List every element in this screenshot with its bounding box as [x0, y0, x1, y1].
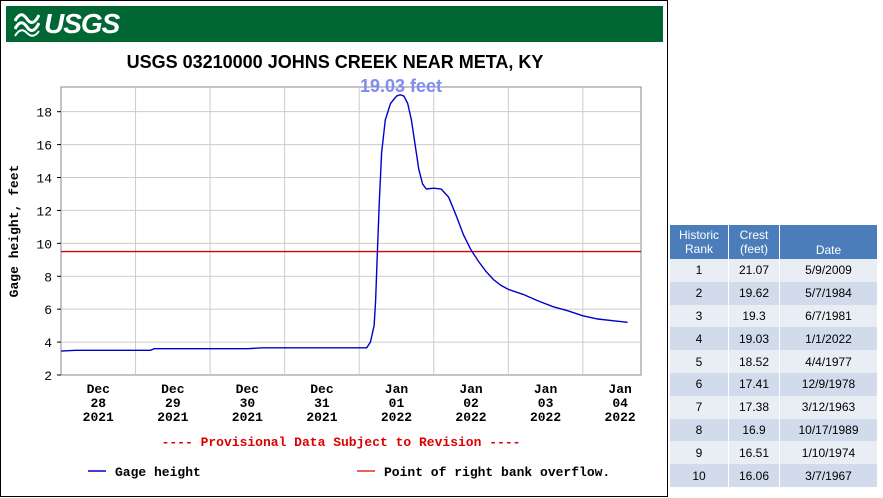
legend-overflow-label: Point of right bank overflow.	[384, 465, 610, 480]
usgs-logo-text: USGS	[44, 8, 120, 39]
y-tick-label: 4	[44, 336, 52, 351]
table-row: 2 19.62 5/7/1984	[670, 281, 878, 305]
x-tick-label: 30	[240, 396, 256, 411]
x-tick-label: Jan	[385, 382, 409, 397]
table-row: 10 16.06 3/7/1967	[670, 464, 878, 487]
y-tick-label: 10	[36, 237, 52, 252]
y-tick-label: 12	[36, 204, 52, 219]
x-tick-label: 2021	[232, 410, 263, 425]
y-tick-label: 18	[36, 106, 52, 121]
date-cell: 5/7/1984	[780, 281, 878, 305]
x-tick-label: 29	[165, 396, 181, 411]
rank-cell: 5	[670, 350, 729, 373]
x-tick-label: 2022	[530, 410, 561, 425]
plot-area	[60, 86, 642, 376]
rank-cell: 2	[670, 281, 729, 305]
x-tick-label: 31	[314, 396, 330, 411]
x-tick-label: Jan	[534, 382, 558, 397]
x-tick-label: Jan	[459, 382, 483, 397]
header-date: Date	[780, 225, 878, 259]
rank-cell: 10	[670, 464, 729, 487]
x-tick-label: Jan	[608, 382, 632, 397]
usgs-wave-icon	[14, 13, 40, 37]
x-tick-label: 01	[389, 396, 405, 411]
usgs-banner: USGS	[6, 6, 663, 42]
table-row: 5 18.52 4/4/1977	[670, 350, 878, 373]
crest-cell: 17.38	[729, 395, 780, 419]
table-row: 8 16.9 10/17/1989	[670, 418, 878, 442]
date-cell: 5/9/2009	[780, 259, 878, 282]
table-row: 4 19.03 1/1/2022	[670, 327, 878, 351]
crest-cell: 16.06	[729, 464, 780, 487]
table-row: 7 17.38 3/12/1963	[670, 395, 878, 419]
table-header-row: Historic Rank Crest (feet) Date	[670, 225, 878, 259]
date-cell: 3/12/1963	[780, 395, 878, 419]
rank-cell: 7	[670, 395, 729, 419]
historic-crest-table: Historic Rank Crest (feet) Date 1 21.07 5/…	[670, 225, 878, 487]
x-tick-label: 02	[463, 396, 479, 411]
y-axis-label: Gage height, feet	[7, 165, 22, 298]
header-historic-rank: Historic Rank	[670, 225, 729, 259]
table-row: 3 19.3 6/7/1981	[670, 304, 878, 328]
x-tick-label: Dec	[310, 382, 334, 397]
x-tick-label: 2021	[306, 410, 337, 425]
legend-gage-height-label: Gage height	[115, 465, 201, 480]
x-tick-label: Dec	[236, 382, 260, 397]
crest-cell: 18.52	[729, 350, 780, 373]
table-row: 1 21.07 5/9/2009	[670, 259, 878, 282]
date-cell: 4/4/1977	[780, 350, 878, 373]
y-tick-label: 6	[44, 303, 52, 318]
header-crest-feet: Crest (feet)	[729, 225, 780, 259]
crest-cell: 16.9	[729, 418, 780, 442]
chart-title: USGS 03210000 JOHNS CREEK NEAR META, KY	[126, 52, 544, 72]
rank-cell: 1	[670, 259, 729, 282]
y-tick-label: 8	[44, 270, 52, 285]
rank-cell: 6	[670, 372, 729, 396]
table-row: 9 16.51 1/10/1974	[670, 441, 878, 465]
x-tick-label: 04	[612, 396, 628, 411]
x-tick-label: 2022	[455, 410, 486, 425]
x-tick-label: 2022	[381, 410, 412, 425]
crest-cell: 16.51	[729, 441, 780, 465]
y-tick-label: 2	[44, 369, 52, 384]
x-tick-label: Dec	[87, 382, 111, 397]
rank-cell: 8	[670, 418, 729, 442]
date-cell: 1/1/2022	[780, 327, 878, 351]
table-row: 6 17.41 12/9/1978	[670, 372, 878, 396]
crest-cell: 21.07	[729, 259, 780, 282]
y-tick-label: 14	[36, 172, 52, 187]
date-cell: 12/9/1978	[780, 372, 878, 396]
date-cell: 1/10/1974	[780, 441, 878, 465]
peak-annotation: 19.03 feet	[360, 76, 442, 96]
provisional-note: ---- Provisional Data Subject to Revisio…	[162, 435, 521, 450]
gage-height-line	[60, 93, 628, 352]
x-tick-label: Dec	[161, 382, 185, 397]
date-cell: 6/7/1981	[780, 304, 878, 328]
x-tick-label: 28	[90, 396, 106, 411]
x-tick-label: 03	[538, 396, 554, 411]
date-cell: 3/7/1967	[780, 464, 878, 487]
x-tick-label: 2021	[157, 410, 188, 425]
x-tick-label: 2022	[605, 410, 636, 425]
rank-cell: 3	[670, 304, 729, 328]
crest-cell: 17.41	[729, 372, 780, 396]
x-tick-label: 2021	[83, 410, 114, 425]
crest-cell: 19.3	[729, 304, 780, 328]
y-tick-label: 16	[36, 139, 52, 154]
rank-cell: 9	[670, 441, 729, 465]
crest-cell: 19.62	[729, 281, 780, 305]
usgs-logo[interactable]: USGS	[14, 8, 120, 39]
date-cell: 10/17/1989	[780, 418, 878, 442]
rank-cell: 4	[670, 327, 729, 351]
hydrograph-plot: 24681012141618Dec282021Dec292021Dec30202…	[7, 76, 642, 480]
crest-cell: 19.03	[729, 327, 780, 351]
